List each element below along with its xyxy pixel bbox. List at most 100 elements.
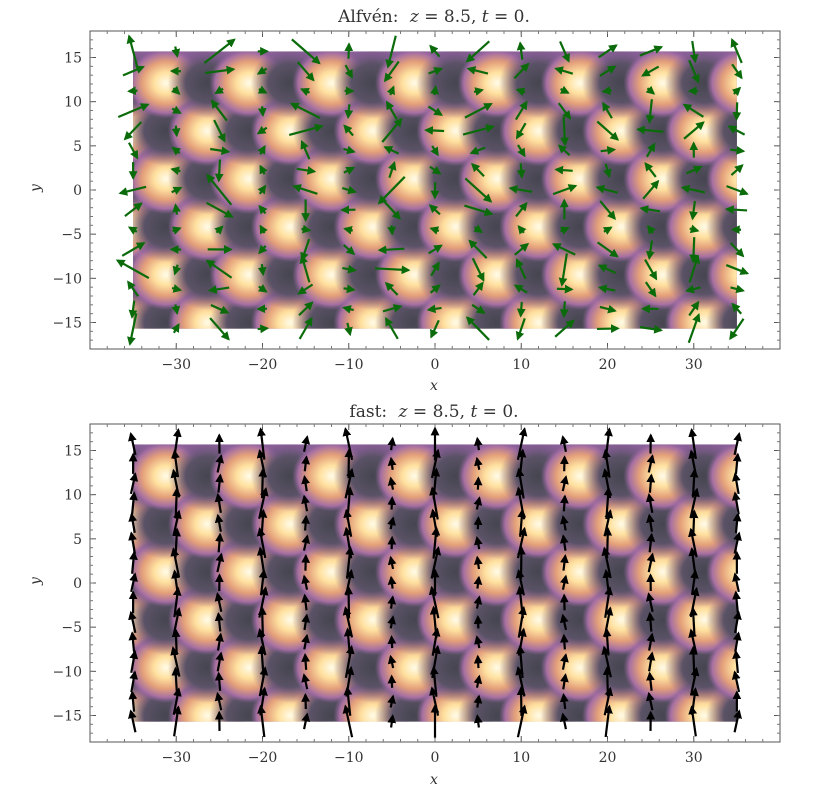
- field-arrow: [517, 627, 527, 656]
- field-arrow: [687, 312, 701, 344]
- field-arrow: [429, 226, 440, 235]
- field-arrow: [387, 456, 397, 470]
- field-arrow: [121, 242, 146, 257]
- field-arrow: [170, 468, 181, 498]
- field-arrow: [301, 474, 310, 492]
- field-arrow: [473, 224, 484, 234]
- field-arrow: [257, 427, 266, 460]
- field-arrow: [515, 486, 526, 520]
- field-arrow: [468, 239, 488, 259]
- field-arrow: [597, 284, 616, 294]
- field-arrow: [645, 142, 656, 158]
- x-tick-label: −10: [334, 357, 364, 373]
- field-arrow: [301, 534, 311, 551]
- field-arrow: [383, 146, 400, 155]
- field-arrow: [258, 467, 268, 499]
- x-tick-label: 10: [512, 750, 530, 766]
- field-arrow: [128, 690, 138, 712]
- field-arrow: [203, 38, 236, 64]
- y-tick-label: 15: [64, 51, 82, 67]
- field-arrow: [473, 714, 483, 728]
- field-arrow: [471, 257, 485, 282]
- field-arrow: [471, 162, 485, 178]
- field-arrow: [343, 284, 356, 294]
- field-arrow: [516, 41, 526, 60]
- field-arrow: [731, 302, 743, 315]
- field-arrow: [559, 41, 570, 63]
- field-arrow: [474, 635, 483, 649]
- field-arrow: [730, 38, 743, 64]
- y-tick-label: −5: [61, 620, 82, 636]
- field-arrow: [214, 225, 224, 235]
- vector-field: [128, 426, 742, 738]
- field-arrow: [430, 546, 442, 579]
- field-arrow: [301, 455, 311, 472]
- field-arrow: [214, 592, 224, 612]
- field-arrow: [296, 166, 317, 175]
- field-arrow: [257, 184, 267, 195]
- field-arrow: [428, 204, 441, 216]
- field-arrow: [128, 631, 138, 652]
- field-arrow: [515, 317, 526, 341]
- field-arrow: [288, 123, 324, 137]
- field-arrow: [729, 242, 745, 258]
- field-arrow: [727, 125, 746, 136]
- field-arrow: [343, 225, 353, 235]
- field-arrow: [344, 104, 354, 120]
- field-arrow: [430, 319, 440, 339]
- field-arrow: [508, 185, 533, 194]
- field-arrow: [646, 651, 656, 672]
- field-arrow: [472, 281, 484, 296]
- field-arrow: [688, 628, 698, 655]
- field-arrow: [387, 635, 397, 649]
- field-arrow: [210, 146, 231, 156]
- field-arrow: [733, 709, 742, 733]
- chart-title: fast: z = 8.5, t = 0.: [349, 402, 518, 422]
- y-tick-label: 5: [73, 139, 82, 155]
- alfven-chart: Alfvén: z = 8.5, t = 0. −30 −20 −10 0 10 20 30…: [28, 7, 781, 394]
- field-arrow: [258, 508, 268, 537]
- field-arrow: [429, 44, 441, 58]
- field-arrow: [559, 435, 569, 452]
- field-arrow: [214, 691, 224, 711]
- field-arrow: [682, 103, 704, 118]
- field-arrow: [560, 226, 570, 235]
- field-arrow: [726, 185, 749, 196]
- field-arrow: [689, 224, 700, 234]
- field-arrow: [171, 226, 182, 235]
- field-arrow: [301, 224, 312, 234]
- field-arrow: [384, 316, 399, 340]
- field-arrow: [645, 240, 655, 261]
- field-arrow: [129, 649, 139, 674]
- field-arrow: [214, 85, 225, 95]
- field-arrow: [558, 253, 568, 287]
- field-arrow: [387, 595, 397, 609]
- field-arrow: [387, 225, 397, 236]
- field-arrow: [171, 105, 182, 114]
- field-arrow: [515, 122, 527, 140]
- field-arrow: [215, 532, 224, 553]
- x-tick-label: −20: [248, 750, 278, 766]
- field-arrow: [428, 67, 444, 76]
- field-arrow: [602, 627, 612, 656]
- field-arrow: [603, 163, 612, 179]
- field-arrow: [345, 568, 355, 596]
- plot-area: −30 −20 −10 0 10 20 30 15 10 5 0 −5 −10 −15: [52, 423, 781, 766]
- field-arrow: [515, 666, 526, 697]
- field-arrow: [554, 66, 574, 75]
- field-arrow: [559, 693, 569, 710]
- y-tick-label: −15: [52, 709, 82, 725]
- field-arrow: [128, 610, 137, 634]
- field-arrow: [385, 35, 397, 69]
- field-arrow: [206, 173, 233, 206]
- field-arrow: [301, 613, 311, 631]
- field-arrow: [214, 159, 224, 183]
- field-arrow: [473, 87, 484, 96]
- field-arrow: [129, 491, 138, 515]
- field-arrow: [387, 161, 397, 179]
- field-arrow: [214, 671, 224, 691]
- field-arrow: [257, 324, 270, 334]
- field-arrow: [514, 100, 528, 121]
- field-arrow: [375, 265, 411, 275]
- field-arrow: [258, 487, 269, 519]
